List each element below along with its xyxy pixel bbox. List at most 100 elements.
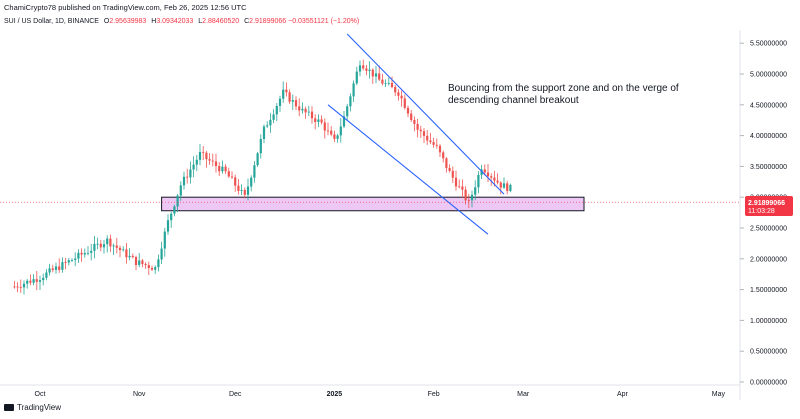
candle-body (342, 116, 346, 127)
candle-body (381, 79, 384, 84)
footer-brand[interactable]: TradingView (4, 403, 61, 412)
candle-body (192, 164, 195, 170)
candle-body (410, 113, 413, 120)
candle-body (435, 144, 438, 146)
change-value: −0.03551121 (−1.20%) (288, 18, 360, 25)
candle-body (157, 259, 160, 268)
candle-body (422, 131, 426, 136)
candle-body (230, 176, 234, 178)
candle-body (64, 262, 67, 263)
candle-body (118, 247, 122, 251)
open-value: 2.95639983 (109, 18, 147, 25)
candle-body (397, 92, 400, 96)
candle-body (445, 158, 448, 168)
candle-body (22, 283, 26, 288)
x-tick-label: Nov (133, 391, 146, 398)
candle-body (304, 108, 307, 113)
channel-upper-line[interactable] (346, 33, 505, 195)
y-tick-label: 0.50000000 (750, 349, 787, 356)
support-zone[interactable] (161, 196, 585, 212)
candle-body (86, 252, 90, 254)
y-tick-label: 2.50000000 (750, 226, 787, 233)
candle-body (246, 186, 250, 195)
candle-body (454, 177, 458, 187)
candle-body (154, 267, 157, 270)
candle-body (464, 189, 467, 201)
candle-body (371, 69, 374, 77)
candle-body (109, 238, 112, 247)
high-label: H (151, 18, 157, 25)
annotation-line-2[interactable]: descending channel breakout (448, 95, 579, 106)
candle-body (90, 250, 93, 253)
candle-body (19, 287, 22, 289)
close-label: C (244, 18, 250, 25)
candle-body (234, 177, 237, 186)
candle-body (221, 166, 224, 172)
candle-body (237, 185, 240, 191)
candle-body (298, 106, 301, 111)
candle-body (32, 279, 35, 283)
candle-body (35, 279, 38, 282)
candle-body (70, 260, 74, 261)
candle-body (378, 73, 381, 80)
candle-body (77, 252, 80, 259)
candle-body (16, 286, 19, 288)
x-tick-label: Feb (428, 391, 440, 398)
x-tick-label: Oct (35, 391, 46, 398)
candle-body (182, 176, 186, 186)
candle-body (58, 266, 61, 270)
candle-body (483, 169, 486, 173)
x-axis[interactable]: Oct Nov Dec 2025 Feb Mar Apr May (35, 391, 726, 398)
channel-lower-line[interactable] (327, 104, 489, 235)
candle-body (400, 95, 403, 99)
candle-body (250, 177, 253, 187)
candle-body (490, 176, 493, 178)
candle-body (13, 286, 16, 288)
candle-body (227, 171, 230, 177)
close-value: 2.91899066 (249, 18, 287, 25)
candle-body (288, 92, 291, 102)
high-value: 3.09342033 (156, 18, 194, 25)
candle-body (266, 125, 269, 127)
y-tick-label: 3.50000000 (750, 164, 787, 171)
annotation-line-1[interactable]: Bouncing from the support zone and on th… (448, 83, 679, 94)
candle-body (45, 272, 48, 278)
candle-body (486, 172, 490, 177)
candle-body (384, 83, 387, 85)
candle-body (496, 180, 499, 183)
candle-body (317, 119, 320, 122)
y-tick-label: 1.50000000 (750, 287, 787, 294)
candle-body (147, 265, 150, 268)
candle-body (198, 151, 202, 160)
publisher-header: ChamiCrypto78 published on TradingView.c… (4, 3, 247, 12)
candle-body (112, 245, 115, 247)
candle-body (365, 68, 368, 71)
candle-body (461, 186, 464, 190)
candlesticks (13, 59, 512, 295)
candle-body (339, 126, 342, 136)
candle-body (48, 268, 51, 273)
x-tick-label: Apr (617, 391, 629, 398)
candle-body (218, 166, 221, 172)
candle-body (406, 107, 410, 114)
symbol-label[interactable]: SUI / US Dollar, 1D, BINANCE (4, 18, 99, 25)
candle-body (205, 152, 208, 160)
candle-body (202, 151, 205, 153)
candle-body (38, 280, 42, 282)
candle-body (80, 252, 83, 255)
candle-body (291, 100, 294, 102)
candle-body (269, 119, 272, 126)
candle-body (419, 129, 422, 132)
candle-body (362, 65, 365, 69)
candle-body (208, 159, 211, 161)
last-price-value: 2.91899066 (748, 200, 785, 207)
candle-body (166, 220, 170, 232)
y-tick-label: 2.00000000 (750, 256, 787, 263)
candle-body (96, 243, 99, 245)
candle-body (131, 255, 134, 258)
candle-body (125, 249, 128, 258)
candle-body (150, 267, 154, 270)
candle-body (272, 114, 275, 120)
candle-body (333, 134, 336, 139)
